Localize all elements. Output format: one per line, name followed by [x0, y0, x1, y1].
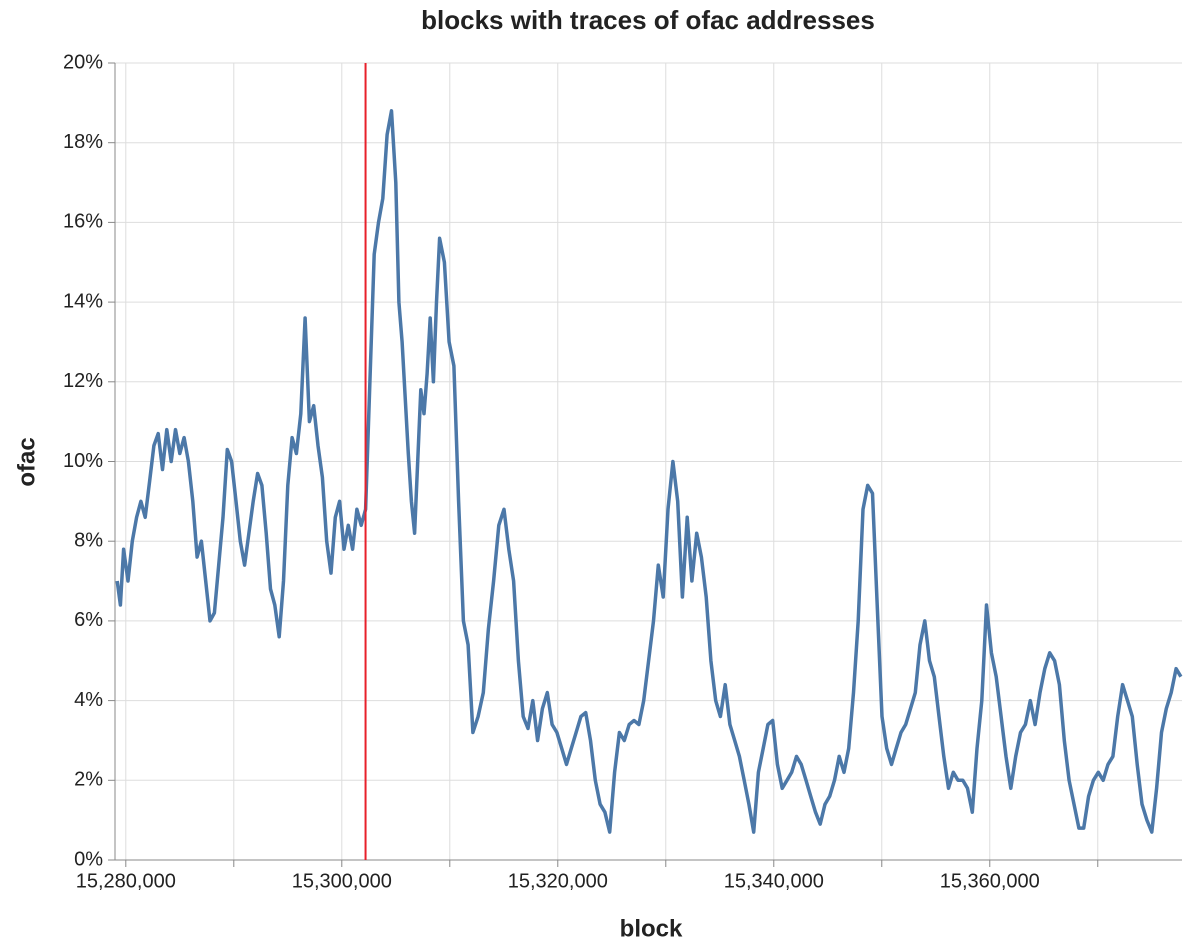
- y-tick-label: 2%: [74, 769, 103, 791]
- x-axis-title: block: [620, 915, 683, 942]
- x-tick-label: 15,280,000: [76, 870, 176, 892]
- y-tick-label: 6%: [74, 609, 103, 631]
- y-axis-title: ofac: [13, 437, 40, 486]
- x-tick-label: 15,360,000: [940, 870, 1040, 892]
- data-line: [115, 109, 1183, 834]
- y-tick-label: 20%: [63, 51, 103, 73]
- y-tick-label: 12%: [63, 370, 103, 392]
- chart-title: blocks with traces of ofac addresses: [421, 5, 875, 35]
- y-tick-label: 8%: [74, 529, 103, 551]
- y-tick-label: 18%: [63, 131, 103, 153]
- x-tick-label: 15,340,000: [724, 870, 824, 892]
- x-tick-label: 15,320,000: [508, 870, 608, 892]
- y-tick-label: 16%: [63, 211, 103, 233]
- x-tick-label: 15,300,000: [292, 870, 392, 892]
- y-tick-label: 0%: [74, 848, 103, 870]
- y-tick-label: 4%: [74, 689, 103, 711]
- y-tick-label: 14%: [63, 290, 103, 312]
- y-tick-label: 10%: [63, 450, 103, 472]
